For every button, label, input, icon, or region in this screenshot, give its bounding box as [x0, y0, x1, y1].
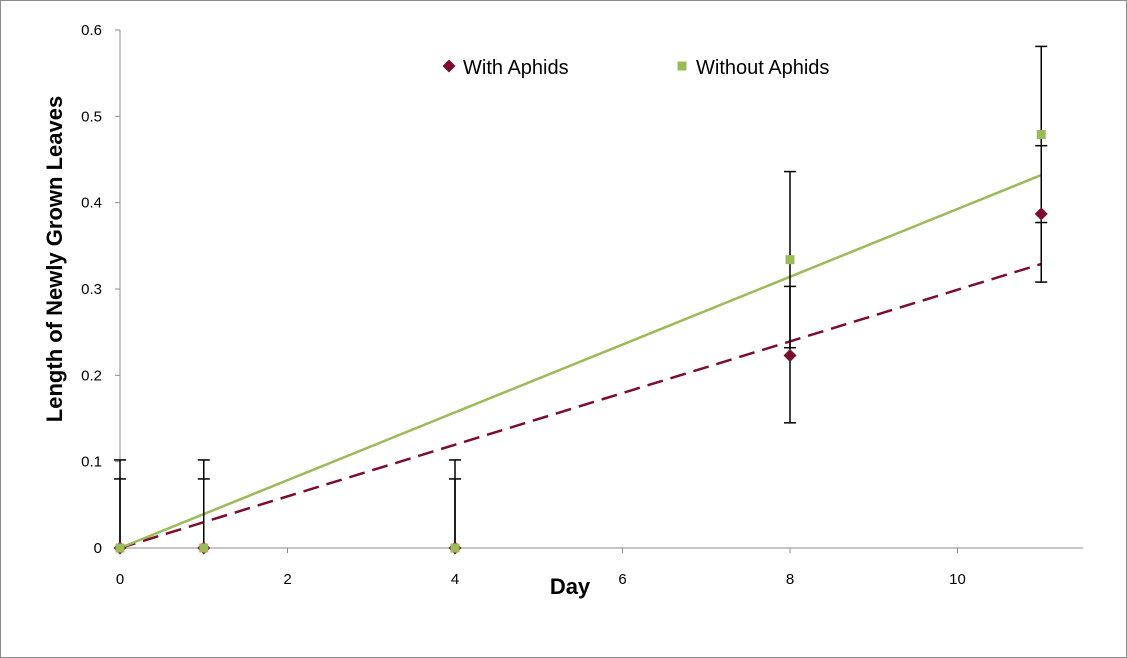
error-bars	[114, 45, 1048, 548]
x-tick-label: 10	[949, 571, 966, 588]
x-tick-label: 6	[618, 571, 626, 588]
x-tick-label: 2	[283, 571, 291, 588]
data-point-with-aphids	[783, 348, 797, 362]
data-point-with-aphids	[1034, 207, 1048, 221]
legend-marker-with-aphids	[442, 59, 456, 73]
y-tick-label: 0.6	[81, 22, 102, 39]
y-tick-label: 0.5	[81, 108, 102, 125]
data-point-without-aphids	[1036, 129, 1046, 139]
y-tick-label: 0.2	[81, 367, 102, 384]
x-axis-title: Day	[550, 574, 591, 599]
legend-marker-without-aphids	[677, 61, 687, 71]
data-point-without-aphids	[450, 543, 460, 553]
y-tick-label: 0.1	[81, 454, 102, 471]
data-point-without-aphids	[115, 543, 125, 553]
x-tick-label: 8	[786, 571, 794, 588]
y-tick-label: 0.4	[81, 195, 102, 212]
legend-label: Without Aphids	[696, 57, 829, 79]
trendline-with-aphids	[119, 262, 1042, 550]
trendline-without-aphids	[119, 173, 1042, 550]
data-point-without-aphids	[199, 543, 209, 553]
data-point-without-aphids	[785, 255, 795, 265]
legend: With Aphids Without Aphids	[442, 57, 829, 79]
y-axis-title: Length of Newly Grown Leaves	[42, 96, 67, 422]
legend-label: With Aphids	[463, 57, 569, 79]
data-markers	[113, 129, 1048, 555]
trendlines	[119, 173, 1042, 550]
y-tick-label: 0.3	[81, 281, 102, 298]
axes: 0 0.1 0.2 0.3 0.4 0.5 0.6 0 2 4 6 8 10	[81, 22, 1083, 588]
x-tick-label: 4	[451, 571, 459, 588]
y-tick-label: 0	[94, 540, 102, 557]
x-tick-label: 0	[116, 571, 124, 588]
